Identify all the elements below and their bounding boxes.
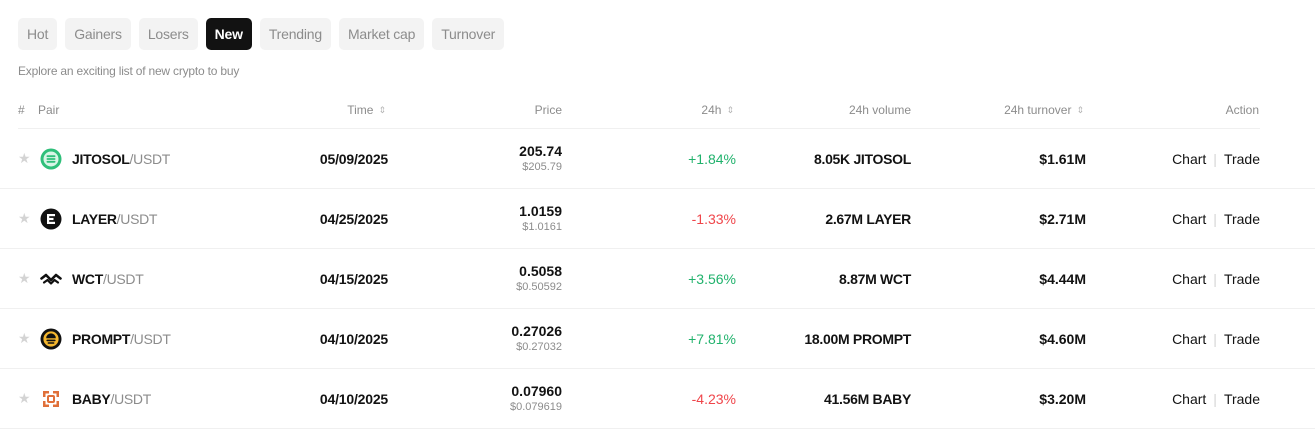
index-header: # bbox=[18, 103, 25, 117]
row-actions: Chart | Trade bbox=[1172, 390, 1260, 407]
time-header-label: Time bbox=[347, 103, 374, 117]
volume-24h: 18.00M PROMPT bbox=[804, 330, 911, 347]
trade-link[interactable]: Trade bbox=[1223, 390, 1260, 407]
chart-link[interactable]: Chart bbox=[1172, 270, 1207, 287]
change-24h: +7.81% bbox=[688, 330, 736, 347]
change-24h: +1.84% bbox=[688, 150, 736, 167]
jitosol-icon bbox=[40, 129, 62, 188]
prompt-icon bbox=[40, 309, 62, 368]
volume-24h: 41.56M BABY bbox=[824, 390, 911, 407]
last-price: 0.27026 bbox=[511, 323, 562, 339]
list-description: Explore an exciting list of new crypto t… bbox=[18, 64, 240, 78]
sort-icon: ⇕ bbox=[378, 105, 386, 115]
usd-price: $205.79 bbox=[522, 161, 562, 173]
price-cell: 205.74 $205.79 bbox=[519, 129, 562, 188]
last-price: 205.74 bbox=[519, 143, 562, 159]
baby-icon bbox=[40, 369, 62, 428]
tab-market-cap[interactable]: Market cap bbox=[338, 18, 425, 50]
price-cell: 0.27026 $0.27032 bbox=[511, 309, 562, 368]
chart-link[interactable]: Chart bbox=[1172, 210, 1207, 227]
listing-date: 04/15/2025 bbox=[319, 270, 388, 287]
row-actions: Chart | Trade bbox=[1172, 150, 1260, 167]
time-header[interactable]: Time ⇕ bbox=[347, 103, 386, 117]
table-row[interactable]: ★ WCT/USDT 04/15/2025 0.5058 $0.50592 +3.… bbox=[0, 249, 1315, 309]
pair-header: Pair bbox=[38, 103, 60, 117]
chart-link[interactable]: Chart bbox=[1172, 390, 1207, 407]
turnover-24h: $4.44M bbox=[1039, 270, 1086, 287]
pair-name[interactable]: PROMPT/USDT bbox=[72, 330, 171, 347]
table-row[interactable]: ★ BABY/USDT 04/10/2025 0.07960 $0.079619 … bbox=[0, 369, 1315, 429]
chart-link[interactable]: Chart bbox=[1172, 150, 1207, 167]
favorite-star-icon[interactable]: ★ bbox=[18, 330, 31, 346]
row-actions: Chart | Trade bbox=[1172, 210, 1260, 227]
turnover-header-label: 24h turnover bbox=[1004, 103, 1072, 117]
listing-date: 04/25/2025 bbox=[319, 210, 388, 227]
favorite-star-icon[interactable]: ★ bbox=[18, 210, 31, 226]
trade-link[interactable]: Trade bbox=[1223, 270, 1260, 287]
price-header: Price bbox=[534, 103, 562, 117]
table-row[interactable]: ★ LAYER/USDT 04/25/2025 1.0159 $1.0161 -1… bbox=[0, 189, 1315, 249]
table-row[interactable]: ★ JITOSOL/USDT 05/09/2025 205.74 $205.79 … bbox=[0, 129, 1315, 189]
usd-price: $0.50592 bbox=[516, 281, 562, 293]
price-cell: 0.5058 $0.50592 bbox=[516, 249, 562, 308]
volume-24h: 2.67M LAYER bbox=[825, 210, 911, 227]
table-row[interactable]: ★ PROMPT/USDT 04/10/2025 0.27026 $0.27032… bbox=[0, 309, 1315, 369]
pair-name[interactable]: JITOSOL/USDT bbox=[72, 150, 171, 167]
listing-date: 04/10/2025 bbox=[319, 330, 388, 347]
turnover-24h: $4.60M bbox=[1039, 330, 1086, 347]
last-price: 1.0159 bbox=[519, 203, 562, 219]
tab-new[interactable]: New bbox=[205, 18, 252, 50]
sort-icon: ⇕ bbox=[1076, 105, 1084, 115]
turnover-24h: $1.61M bbox=[1039, 150, 1086, 167]
header-divider bbox=[18, 128, 1260, 129]
chart-link[interactable]: Chart bbox=[1172, 330, 1207, 347]
favorite-star-icon[interactable]: ★ bbox=[18, 390, 31, 406]
last-price: 0.5058 bbox=[519, 263, 562, 279]
volume-24h: 8.05K JITOSOL bbox=[814, 150, 911, 167]
trade-link[interactable]: Trade bbox=[1223, 330, 1260, 347]
favorite-star-icon[interactable]: ★ bbox=[18, 150, 31, 166]
price-cell: 0.07960 $0.079619 bbox=[510, 369, 562, 428]
usd-price: $0.27032 bbox=[516, 341, 562, 353]
row-actions: Chart | Trade bbox=[1172, 330, 1260, 347]
volume-24h: 8.87M WCT bbox=[839, 270, 911, 287]
price-cell: 1.0159 $1.0161 bbox=[519, 189, 562, 248]
turnover-24h: $3.20M bbox=[1039, 390, 1086, 407]
coin-table: ★ JITOSOL/USDT 05/09/2025 205.74 $205.79 … bbox=[0, 129, 1315, 429]
tab-losers[interactable]: Losers bbox=[138, 18, 198, 50]
tab-gainers[interactable]: Gainers bbox=[65, 18, 131, 50]
category-tabs: Hot Gainers Losers New Trending Market c… bbox=[18, 18, 505, 50]
tab-hot[interactable]: Hot bbox=[18, 18, 58, 50]
tab-turnover[interactable]: Turnover bbox=[432, 18, 505, 50]
change-24h: -4.23% bbox=[691, 390, 736, 407]
action-header: Action bbox=[1225, 103, 1259, 117]
row-actions: Chart | Trade bbox=[1172, 270, 1260, 287]
volume-header: 24h volume bbox=[848, 103, 911, 117]
trade-link[interactable]: Trade bbox=[1223, 150, 1260, 167]
usd-price: $0.079619 bbox=[510, 401, 562, 413]
favorite-star-icon[interactable]: ★ bbox=[18, 270, 31, 286]
turnover-header[interactable]: 24h turnover ⇕ bbox=[1004, 103, 1084, 117]
usd-price: $1.0161 bbox=[522, 221, 562, 233]
pair-name[interactable]: WCT/USDT bbox=[72, 270, 144, 287]
sort-icon: ⇕ bbox=[726, 105, 734, 115]
turnover-24h: $2.71M bbox=[1039, 210, 1086, 227]
trade-link[interactable]: Trade bbox=[1223, 210, 1260, 227]
listing-date: 05/09/2025 bbox=[319, 150, 388, 167]
tab-trending[interactable]: Trending bbox=[259, 18, 331, 50]
table-header: # Pair Time ⇕ Price 24h ⇕ 24h volume 24h t… bbox=[0, 96, 1315, 128]
layer-icon bbox=[40, 189, 62, 248]
change-header[interactable]: 24h ⇕ bbox=[701, 103, 734, 117]
change-24h: +3.56% bbox=[688, 270, 736, 287]
change-24h: -1.33% bbox=[691, 210, 736, 227]
wct-icon bbox=[40, 249, 62, 308]
listing-date: 04/10/2025 bbox=[319, 390, 388, 407]
pair-name[interactable]: BABY/USDT bbox=[72, 390, 151, 407]
change-header-label: 24h bbox=[701, 103, 722, 117]
last-price: 0.07960 bbox=[511, 383, 562, 399]
pair-name[interactable]: LAYER/USDT bbox=[72, 210, 158, 227]
